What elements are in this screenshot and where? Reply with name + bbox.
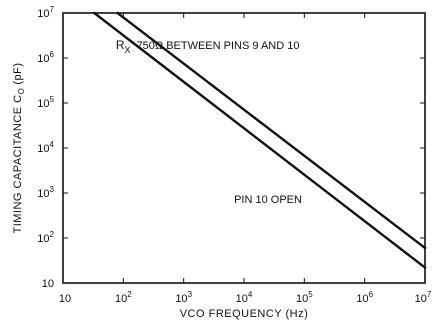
x-tick-labels: 10 102 103 104 105 106 107: [59, 290, 432, 305]
x-axis-label: VCO FREQUENCY (Hz): [180, 308, 309, 320]
y-axis-label: TIMING CAPACITANCE CO (pF): [12, 62, 26, 233]
y-axis-label-main: TIMING CAPACITANCE C: [12, 94, 24, 233]
y-tick-labels: 10 102 103 104 105 106 107: [37, 5, 54, 290]
series-line-2: [92, 11, 427, 270]
y-tick-label: 106: [37, 50, 54, 65]
annotation-rx: RX 750Ω BETWEEN PINS 9 AND 10: [116, 38, 300, 55]
x-tick-label: 10: [59, 293, 71, 305]
x-tick-label: 106: [356, 290, 373, 305]
series-line-1: [115, 11, 427, 250]
y-tick-label: 107: [37, 5, 54, 20]
x-tick-label: 103: [175, 290, 192, 305]
y-axis-label-unit: (pF): [12, 62, 24, 84]
x-tick-label: 102: [115, 290, 132, 305]
y-tick-label: 10: [42, 278, 54, 290]
plot-frame: [62, 12, 426, 284]
series-group: [92, 11, 427, 270]
y-tick-label: 104: [37, 140, 54, 155]
x-tick-label: 104: [236, 290, 253, 305]
x-tick-label: 107: [415, 290, 432, 305]
y-tick-label: 102: [37, 230, 54, 245]
axis-ticks: [62, 12, 426, 284]
y-axis-label-sub: O: [17, 88, 26, 95]
x-tick-label: 105: [296, 290, 313, 305]
y-tick-label: 103: [37, 185, 54, 200]
annotation-open: PIN 10 OPEN: [234, 194, 302, 206]
y-tick-label: 105: [37, 95, 54, 110]
annotations: RX 750Ω BETWEEN PINS 9 AND 10 PIN 10 OPEN: [116, 38, 302, 206]
